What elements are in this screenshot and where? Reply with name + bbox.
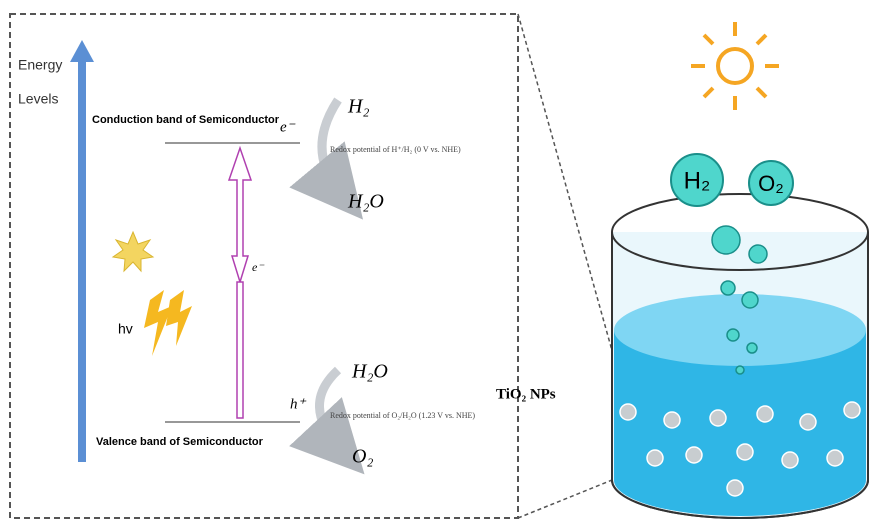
energy-arrow-head — [70, 40, 94, 62]
axis-label: Energy — [18, 57, 62, 73]
band-label: Valence band of Semiconductor — [96, 436, 264, 448]
sun-icon — [691, 22, 779, 110]
diagram: Energy Levels Conduction band of Semicon… — [0, 0, 872, 522]
redox-potential: Redox potential of H⁺/H₂ (0 V vs. NHE) — [330, 145, 461, 154]
bubble-label: H₂ — [684, 167, 711, 194]
species: H₂O — [351, 361, 388, 383]
bubble-label: O₂ — [758, 171, 784, 196]
charge: h⁺ — [290, 396, 307, 412]
sun-icon — [113, 232, 153, 271]
reaction-arrow — [319, 370, 340, 448]
zoom-line — [518, 480, 612, 518]
zoom-line — [518, 14, 618, 372]
excitation-arrow-head — [229, 148, 251, 282]
band-label: Conduction band of Semiconductor — [92, 114, 280, 126]
charge: e⁻ — [280, 119, 296, 135]
page: {"energy_axis": {"label_lines": ["Energy… — [0, 0, 872, 522]
excitation-arrow — [237, 282, 243, 418]
axis-label: Levels — [18, 91, 58, 107]
species: O₂ — [352, 446, 373, 468]
water-surface — [614, 294, 866, 366]
zoom-frame — [10, 14, 518, 518]
species: H₂O — [347, 191, 384, 213]
species: H₂ — [347, 96, 369, 118]
charge: e⁻ — [252, 260, 265, 274]
light-label: hv — [118, 321, 133, 337]
redox-potential: Redox potential of O₂/H₂O (1.23 V vs. NH… — [330, 411, 475, 420]
lightning-icon — [166, 290, 192, 346]
reactor-label: TiO₂ NPs — [496, 386, 556, 402]
